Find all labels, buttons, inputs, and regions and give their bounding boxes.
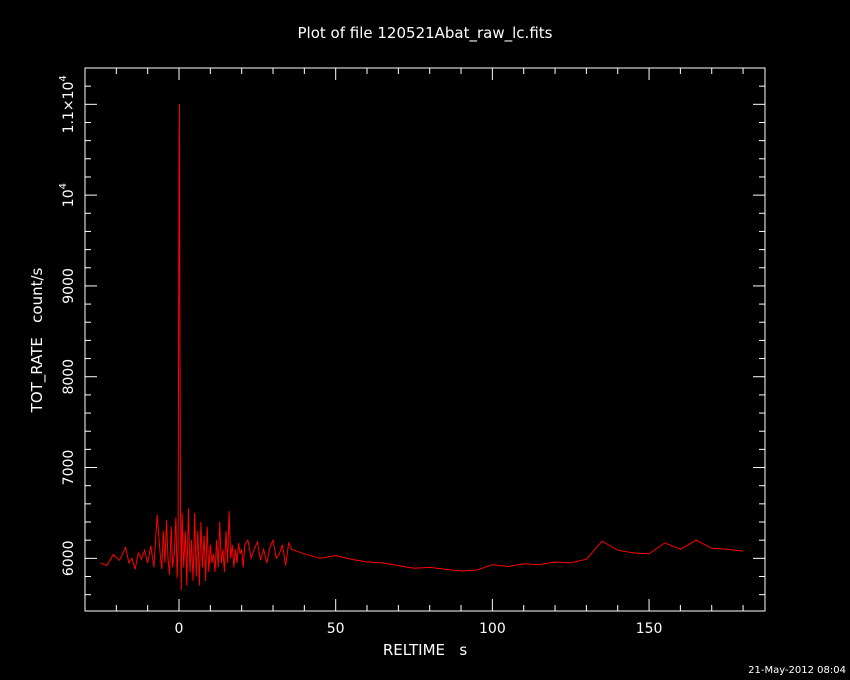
y-tick-exponent: 4: [58, 183, 69, 189]
footer-timestamp: 21-May-2012 08:04: [748, 665, 846, 676]
y-tick-label: 104: [58, 183, 77, 207]
y-tick-exponent: 4: [58, 75, 69, 81]
y-tick-mantissa: 1.1×10: [61, 82, 77, 134]
x-tick-label: 100: [479, 621, 506, 637]
y-tick-label: 8000: [61, 359, 77, 395]
x-tick-label: 0: [175, 621, 184, 637]
y-tick-label: 1.1×104: [58, 75, 77, 133]
y-tick-label: 6000: [61, 541, 77, 577]
y-tick-label: 9000: [61, 268, 77, 304]
chart-title: Plot of file 120521Abat_raw_lc.fits: [298, 24, 553, 43]
y-axis-label: TOT_RATE count/s: [28, 267, 47, 413]
y-tick-label: 7000: [61, 450, 77, 486]
axis-ticks: [85, 68, 765, 611]
series-line: [100, 104, 744, 591]
x-axis-label: RELTIME s: [383, 641, 468, 659]
axes-frame: [84, 67, 766, 612]
x-tick-label: 150: [636, 621, 663, 637]
x-tick-label: 50: [327, 621, 345, 637]
y-tick-mantissa: 10: [61, 189, 77, 207]
